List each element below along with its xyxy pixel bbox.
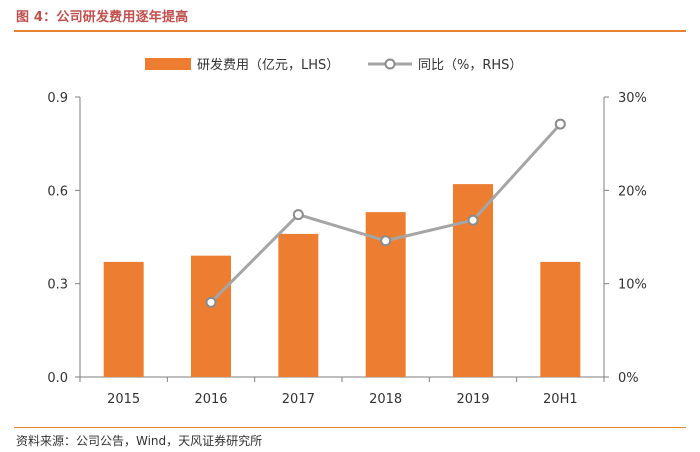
right-tick-label: 0% <box>618 371 639 386</box>
left-tick-label: 0.9 <box>47 91 68 106</box>
yoy-point-20H1 <box>554 118 566 130</box>
x-tick-label: 2017 <box>282 392 315 407</box>
yoy-point-2017 <box>292 209 304 221</box>
legend: 研发费用（亿元，LHS） 同比（%，RHS） <box>145 57 522 73</box>
left-tick-label: 0.0 <box>47 371 68 386</box>
yoy-point-2019 <box>467 214 479 226</box>
legend-line-marker <box>384 58 396 70</box>
x-tick-label: 20H1 <box>543 392 578 407</box>
bar-2016 <box>191 255 231 377</box>
right-tick-label: 20% <box>618 184 647 199</box>
right-tick-label: 30% <box>618 91 647 106</box>
left-tick-label: 0.3 <box>47 278 68 293</box>
x-tick-label: 2016 <box>194 392 227 407</box>
legend-bar-swatch <box>145 58 191 70</box>
figure-title: 图 4：公司研发费用逐年提高 <box>16 10 189 25</box>
bar-20H1 <box>540 261 581 377</box>
right-tick-label: 10% <box>618 278 647 293</box>
yoy-point-2018 <box>380 235 392 247</box>
bar-series <box>103 184 581 377</box>
x-tick-label: 2015 <box>107 392 140 407</box>
legend-bar-label: 研发费用（亿元，LHS） <box>197 57 339 73</box>
x-tick-label: 2018 <box>369 392 402 407</box>
bar-2017 <box>278 233 319 377</box>
line-series <box>205 118 566 308</box>
source-note: 资料来源：公司公告，Wind，天风证券研究所 <box>16 434 263 448</box>
top-rule <box>14 30 686 32</box>
bottom-rule <box>14 427 686 428</box>
bar-2015 <box>103 261 144 377</box>
x-tick-label: 2019 <box>456 392 489 407</box>
bar-2019 <box>453 184 493 377</box>
yoy-point-2016 <box>205 296 217 308</box>
axes: 0.0 0.3 0.6 0.9 0% 10% 20% 30% 2015 2016 2017 2018 2… <box>47 91 647 407</box>
left-tick-label: 0.6 <box>47 184 68 199</box>
legend-line-label: 同比（%，RHS） <box>418 58 522 73</box>
